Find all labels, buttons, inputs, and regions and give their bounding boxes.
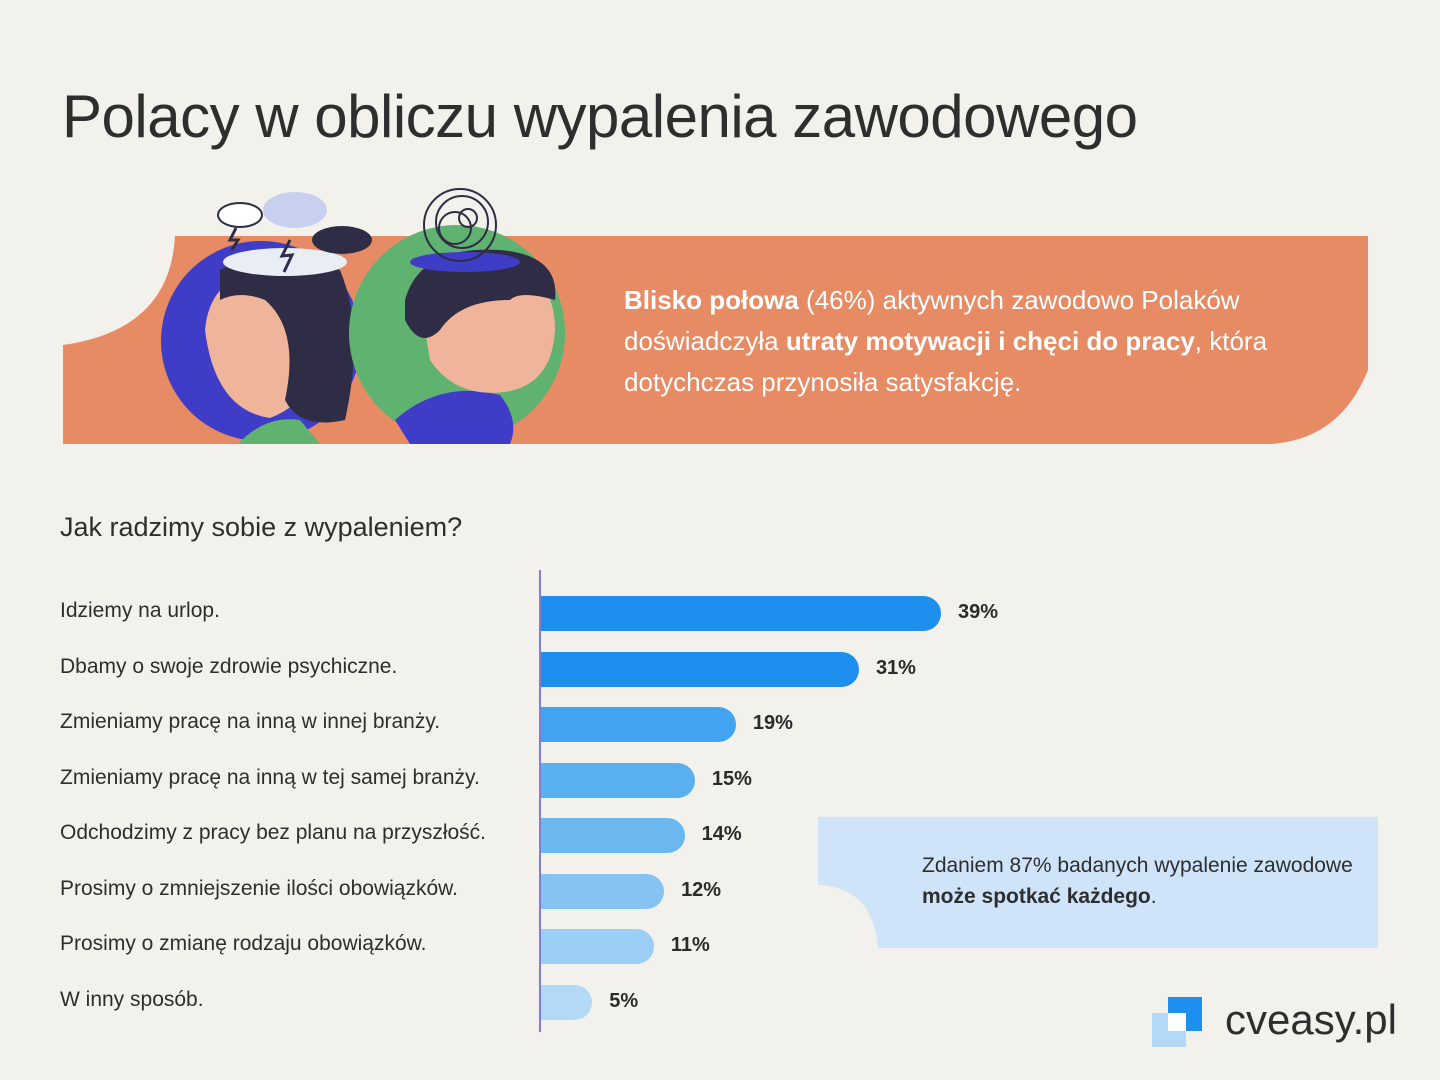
bar	[541, 707, 736, 742]
value-label: 31%	[875, 656, 916, 679]
page-title: Polacy w obliczu wypalenia zawodowego	[62, 83, 1138, 150]
value-label: 5%	[609, 989, 639, 1012]
category-label: Odchodzimy z pracy bez planu na przyszło…	[60, 821, 487, 844]
category-label: Dbamy o swoje zdrowie psychiczne.	[60, 654, 398, 678]
bar	[541, 596, 941, 631]
banner-background	[63, 188, 1368, 444]
brand-name: cveasy.pl	[1225, 996, 1397, 1043]
note-bold: może spotkać każdego	[922, 885, 1151, 908]
man-illustration	[349, 188, 565, 444]
banner-bold-2: utraty motywacji i chęci do pracy	[785, 326, 1195, 356]
bar	[541, 762, 695, 798]
note-text-1: Zdaniem 87% badanych wypalenie zawodowe	[922, 854, 1353, 877]
note-text-2: .	[1150, 885, 1157, 908]
category-label: Prosimy o zmniejszenie ilości obowiązków…	[60, 876, 458, 900]
category-label: W inny sposób.	[60, 987, 204, 1011]
value-label: 15%	[711, 767, 752, 790]
value-label: 14%	[701, 823, 742, 845]
banner-bold-1: Blisko połowa	[624, 285, 799, 315]
chart-axis	[539, 570, 541, 1032]
bar	[541, 873, 665, 909]
bar	[541, 984, 593, 1020]
category-label: Idziemy na urlop.	[60, 599, 220, 622]
value-label: 19%	[752, 712, 793, 734]
value-label: 11%	[670, 934, 710, 956]
category-label: Zmieniamy pracę na inną w innej branży.	[60, 710, 441, 733]
note-text: Zdaniem 87% badanych wypalenie zawodowe …	[922, 850, 1392, 912]
banner-text-2: , która dotychczas przynosiła satysfakcj…	[624, 326, 1268, 397]
value-label: 12%	[681, 878, 722, 901]
banner-text: Blisko połowa (46%) aktywnych zawodowo P…	[624, 280, 1324, 403]
chart-title: Jak radzimy sobie z wypaleniem?	[60, 512, 463, 542]
bar	[541, 651, 859, 687]
bar	[541, 818, 685, 853]
category-label: Prosimy o zmianę rodzaju obowiązków.	[60, 932, 427, 955]
woman-illustration	[161, 192, 372, 444]
category-label: Zmieniamy pracę na inną w tej samej bran…	[60, 765, 480, 789]
note-background	[818, 817, 1378, 948]
bar	[541, 929, 654, 964]
cveasy-logo-icon	[1152, 997, 1202, 1047]
banner-text-1: (46%) aktywnych zawodowo Polaków doświad…	[624, 285, 1240, 356]
value-label: 39%	[958, 601, 999, 623]
